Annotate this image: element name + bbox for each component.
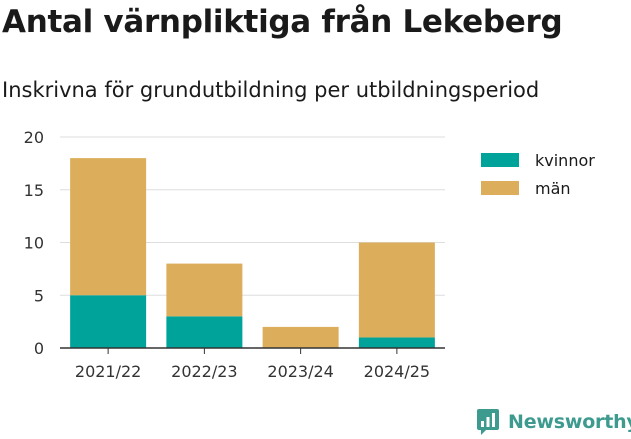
newsworthy-logo-icon [477,409,499,435]
chart-title: Antal värnpliktiga från Lekeberg [2,4,563,40]
legend-label-kvinnor: kvinnor [535,150,595,170]
chart-subtitle: Inskrivna för grundutbildning per utbild… [2,78,540,102]
legend-swatch-kvinnor [481,153,519,167]
x-tick-label: 2024/25 [364,362,430,381]
bar-kvinnor-2024-25 [358,337,435,348]
brand-name: Newsworthy [508,411,631,433]
legend-item-man: män [481,174,595,202]
bar-man-2022-23 [166,263,243,317]
legend-label-man: män [535,178,571,198]
bar-kvinnor-2022-23 [166,316,243,348]
y-tick-label: 15 [24,181,44,200]
y-tick-label: 5 [34,286,44,305]
legend: kvinnor män [481,146,595,202]
newsworthy-logo: Newsworthy [476,408,631,436]
bar-man-2021-22 [70,158,147,296]
bar-kvinnor-2021-22 [70,295,147,348]
x-tick-label: 2022/23 [171,362,237,381]
x-tick-label: 2023/24 [267,362,333,381]
bar-man-2024-25 [358,242,435,338]
legend-swatch-man [481,181,519,195]
y-tick-label: 10 [24,234,44,253]
x-tick-label: 2021/22 [75,362,141,381]
legend-item-kvinnor: kvinnor [481,146,595,174]
bar-man-2023-24 [262,326,339,348]
y-tick-label: 0 [34,339,44,358]
y-tick-label: 20 [24,128,44,147]
